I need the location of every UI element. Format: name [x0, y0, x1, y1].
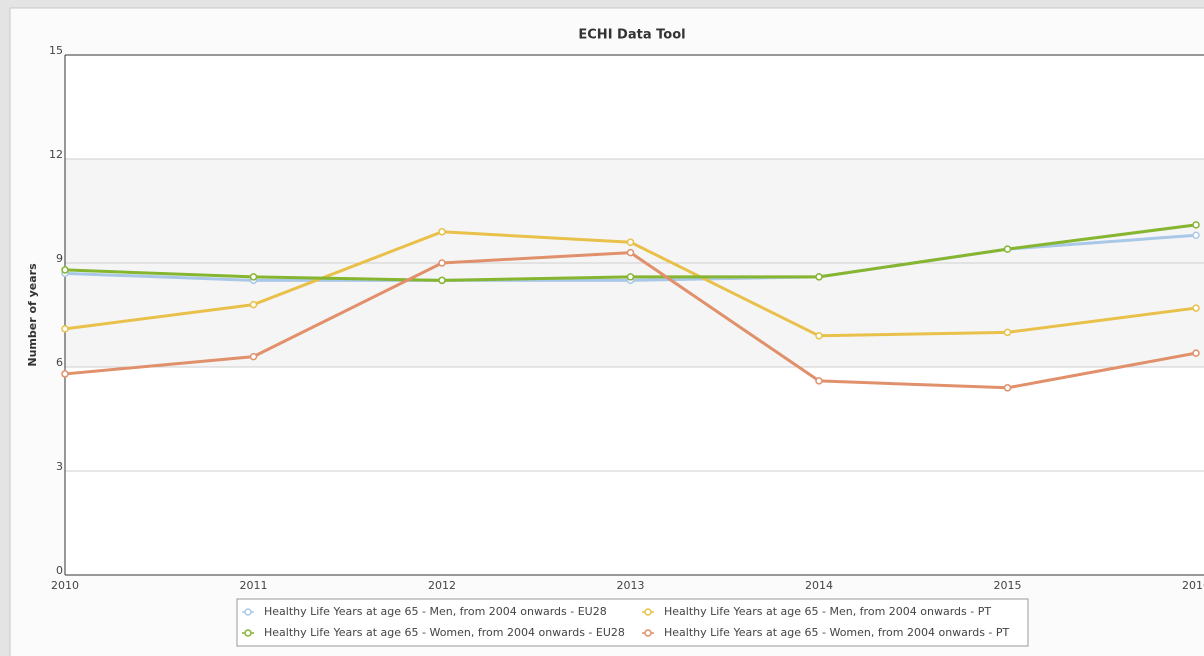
data-point — [61, 325, 69, 333]
x-tick-label: 2011 — [240, 579, 268, 592]
x-tick-label: 2012 — [428, 579, 456, 592]
data-point — [815, 377, 823, 385]
y-tick-label: 9 — [56, 252, 63, 265]
y-tick-label: 15 — [49, 44, 63, 57]
data-point — [61, 370, 69, 378]
legend-marker — [244, 629, 252, 637]
data-point — [249, 300, 258, 309]
legend-label: Healthy Life Years at age 65 - Men, from… — [664, 605, 991, 618]
y-tick-label: 6 — [56, 356, 63, 369]
data-point — [438, 228, 446, 236]
data-point — [249, 352, 258, 361]
legend — [236, 598, 1029, 647]
data-point — [1192, 221, 1200, 229]
data-point — [626, 273, 635, 281]
y-tick-label: 12 — [49, 148, 63, 161]
data-point — [626, 248, 635, 257]
x-tick-label: 2014 — [805, 579, 833, 592]
data-point — [438, 259, 446, 267]
data-point — [1192, 349, 1200, 357]
legend-marker — [244, 608, 252, 616]
y-axis-title: Number of years — [26, 263, 39, 367]
x-tick-label: 2010 — [51, 579, 79, 592]
data-point — [249, 273, 258, 281]
chart-title: ECHI Data Tool — [578, 28, 685, 43]
y-tick-label: 0 — [56, 564, 63, 577]
legend-marker — [644, 629, 652, 637]
x-tick-label: 2013 — [617, 579, 645, 592]
data-point — [815, 332, 823, 340]
data-point — [61, 266, 69, 274]
legend-label: Healthy Life Years at age 65 - Women, fr… — [264, 626, 625, 639]
x-tick-label: 2016 — [1182, 579, 1204, 592]
data-point — [1003, 328, 1012, 337]
legend-items: Healthy Life Years at age 65 - Men, from… — [242, 605, 1010, 639]
data-point — [626, 238, 635, 246]
data-point — [1192, 231, 1200, 240]
data-point — [1192, 304, 1200, 312]
legend-marker — [644, 608, 652, 616]
data-point — [438, 276, 446, 285]
data-point — [1003, 384, 1012, 392]
data-point — [1003, 245, 1012, 253]
legend-label: Healthy Life Years at age 65 - Men, from… — [264, 605, 607, 618]
y-tick-label: 3 — [56, 460, 63, 473]
legend-label: Healthy Life Years at age 65 - Women, fr… — [664, 626, 1010, 639]
x-tick-label: 2015 — [994, 579, 1022, 592]
data-point — [815, 273, 823, 281]
plot-area: 0 3 6 9 12 15 2010 2011 2012 2013 2014 2015 2016 — [49, 44, 1204, 592]
